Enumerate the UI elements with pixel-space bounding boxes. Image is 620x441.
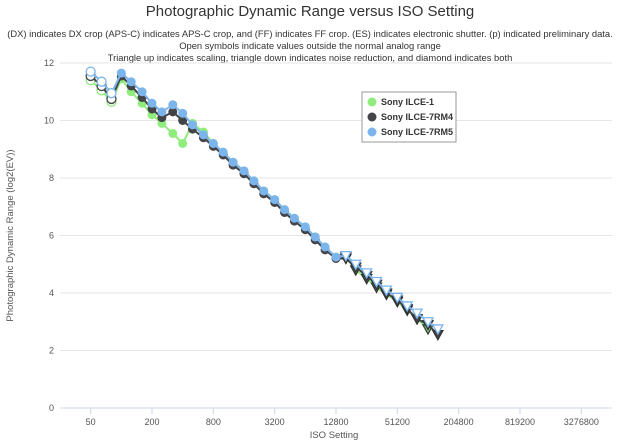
data-point [391, 292, 404, 304]
data-point [300, 222, 310, 232]
data-point [188, 120, 198, 130]
y-axis-label: Photographic Dynamic Range (log2(EV)) [5, 149, 16, 321]
grid-lines [60, 62, 612, 409]
data-point [106, 88, 117, 99]
series-layer [85, 66, 444, 342]
data-point [349, 259, 362, 271]
legend-item-label[interactable]: Sony ILCE-1 [381, 97, 434, 107]
chart-title: Photographic Dynamic Range versus ISO Se… [145, 3, 475, 20]
data-point [116, 68, 126, 78]
data-point [280, 205, 290, 215]
series-2[interactable] [85, 66, 444, 336]
legend-box [361, 91, 457, 143]
x-tick-label: 51200 [385, 417, 410, 427]
data-point [137, 87, 147, 97]
data-point [168, 100, 178, 110]
data-point [218, 147, 228, 157]
data-point [410, 308, 424, 320]
y-tick-label: 0 [49, 403, 54, 413]
data-point [249, 176, 259, 186]
data-point [178, 116, 188, 125]
data-point [198, 130, 208, 140]
data-point [126, 77, 136, 87]
data-point [431, 324, 444, 336]
data-point [289, 213, 299, 223]
data-point [331, 252, 341, 262]
data-point [208, 139, 218, 148]
y-tick-label: 12 [44, 58, 54, 68]
legend-marker [367, 112, 377, 122]
chart-subtitle-line-3: Triangle up indicates scaling, triangle … [107, 52, 513, 63]
data-point [239, 166, 249, 176]
x-tick-label: 200 [144, 417, 159, 427]
x-tick-label: 3276800 [564, 417, 599, 427]
data-point [178, 139, 188, 148]
data-point [228, 157, 238, 167]
data-point [85, 66, 96, 77]
chart-subtitle-line-2: Open symbols indicate values outside the… [179, 40, 441, 51]
y-tick-label: 4 [49, 288, 54, 298]
data-point [380, 285, 393, 297]
data-point [147, 98, 157, 108]
x-tick-label: 800 [206, 417, 221, 427]
data-point [310, 232, 320, 242]
x-tick-label: 204800 [444, 417, 474, 427]
data-point [339, 250, 352, 262]
y-tick-label: 8 [49, 173, 54, 183]
data-point [168, 107, 178, 117]
legend[interactable]: Sony ILCE-1 Sony ILCE-7RM4 Sony ILCE-7RM5 [361, 91, 457, 143]
axes: 0 2 4 6 8 10 12 50 200 800 3200 12800 51200 204800 819… [5, 58, 612, 441]
data-point [370, 276, 383, 288]
legend-item-label[interactable]: Sony ILCE-7RM4 [381, 112, 453, 122]
data-point [320, 242, 330, 252]
data-point [360, 268, 373, 280]
data-point [96, 76, 107, 87]
data-point [168, 128, 178, 138]
x-tick-label: 3200 [265, 417, 285, 427]
data-point [421, 317, 435, 329]
x-tick-label: 819200 [505, 417, 535, 427]
y-tick-label: 6 [49, 231, 54, 241]
data-point [270, 195, 280, 205]
legend-marker [367, 127, 377, 137]
data-point [259, 186, 269, 196]
legend-item-label[interactable]: Sony ILCE-7RM5 [381, 127, 453, 137]
data-point [157, 107, 167, 117]
y-tick-label: 2 [49, 346, 54, 356]
legend-marker [367, 97, 377, 107]
data-point [401, 301, 414, 313]
x-tick-label: 12800 [323, 417, 348, 427]
x-tick-label: 50 [86, 417, 96, 427]
data-point [178, 108, 188, 118]
chart-subtitle-line-1: (DX) indicates DX crop (APS-C) indicates… [7, 28, 613, 39]
x-axis-label: ISO Setting [310, 430, 359, 441]
y-tick-label: 10 [44, 116, 54, 126]
